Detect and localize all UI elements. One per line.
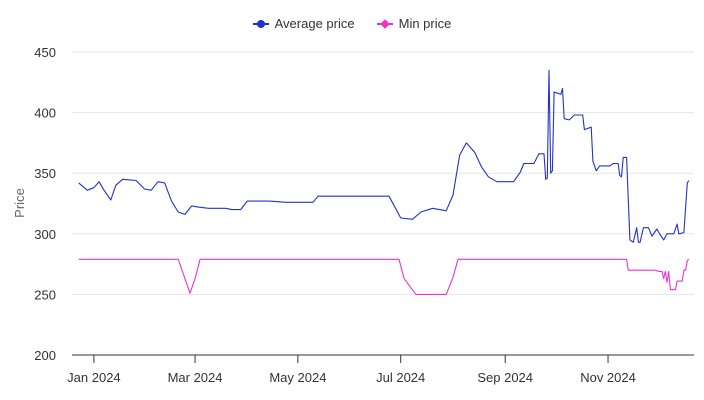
average-price-line [78,69,690,243]
legend-label-average-price: Average price [274,16,355,31]
grid-lines [72,51,694,295]
legend-item-average-price[interactable]: Average price [252,16,355,31]
diamond-marker-icon [376,18,393,29]
x-tick-label: Sep 2024 [477,370,533,385]
y-tick-label: 400 [34,106,56,121]
y-tick-label: 250 [34,287,56,302]
y-axis-label: Price [12,188,27,218]
legend-item-min-price[interactable]: Min price [376,16,452,31]
axes: 200 250 300 350 400 450 Jan 2024 Mar 2024 May 20… [34,45,694,385]
y-tick-label: 450 [34,45,56,60]
circle-marker-icon [252,19,269,29]
y-tick-label: 300 [34,227,56,242]
x-tick-label: Nov 2024 [580,370,636,385]
x-tick-label: May 2024 [269,370,326,385]
y-tick-label: 200 [34,348,56,363]
chart-legend: Average price Min price [0,16,704,31]
x-tick-label: Jul 2024 [376,370,425,385]
legend-label-min-price: Min price [398,16,452,31]
x-tick-label: Jan 2024 [67,370,121,385]
series-lines [78,69,690,295]
min-price-line [78,258,690,295]
y-tick-label: 350 [34,166,56,181]
x-tick-label: Mar 2024 [168,370,223,385]
